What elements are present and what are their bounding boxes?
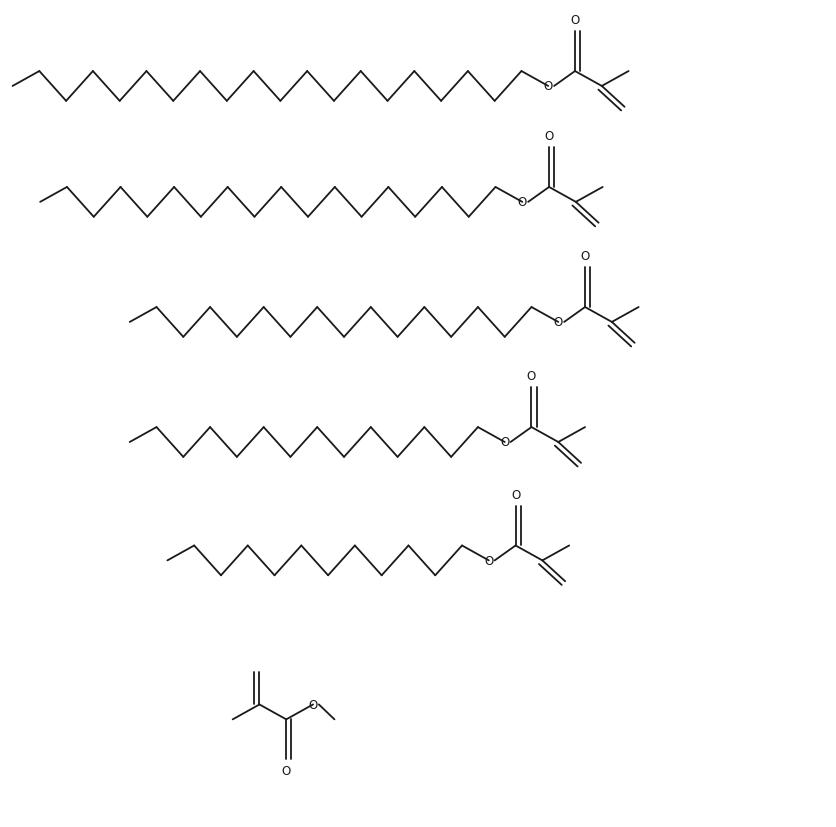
Text: O: O	[308, 698, 318, 711]
Text: O: O	[543, 130, 553, 143]
Text: O: O	[483, 554, 493, 567]
Text: O: O	[543, 80, 553, 93]
Text: O: O	[499, 436, 509, 449]
Text: O: O	[569, 14, 579, 27]
Text: O: O	[553, 316, 563, 329]
Text: O: O	[517, 196, 527, 209]
Text: O: O	[510, 488, 520, 501]
Text: O: O	[281, 764, 291, 777]
Text: O: O	[526, 370, 536, 383]
Text: O: O	[579, 250, 589, 263]
